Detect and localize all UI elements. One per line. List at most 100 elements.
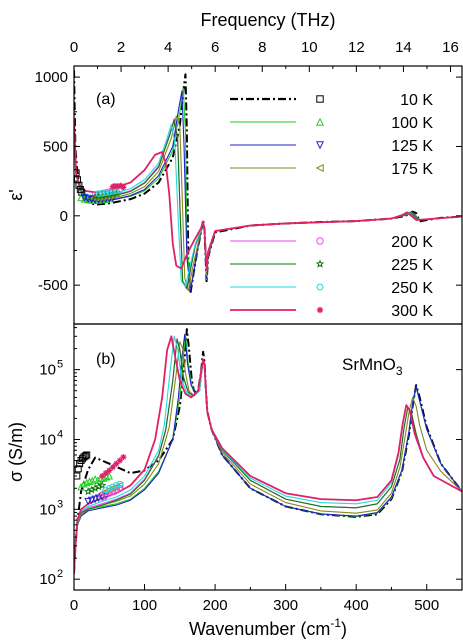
panel-b-marker-100-k (94, 476, 102, 484)
panel-b-marker-200-k (109, 487, 117, 495)
panel-b-ytick-label: 10 (39, 431, 56, 448)
panel-b-series-300-k (74, 335, 462, 574)
panel-a-marker-100-k (80, 195, 89, 203)
panel-a-y-ticks: 1000 500 0 -500 (35, 69, 462, 294)
panel-b-series-250-k (74, 335, 462, 574)
panel-b-series-225-k (74, 338, 462, 574)
top-tick-label: 6 (211, 39, 219, 56)
panel-b-marker-125-k (84, 497, 92, 506)
legend-bottom: 200 K 225 K 250 K 300 K (230, 234, 433, 320)
panel-b-series-200-k (74, 337, 462, 574)
x-tick-label: 400 (344, 597, 369, 614)
panel-b-series-100-k (74, 333, 462, 574)
x-tick-label: 300 (273, 597, 298, 614)
panel-b-marker-125-k (94, 494, 103, 503)
panel-b-marker-10-k (83, 451, 91, 459)
panel-b-frame (73, 323, 463, 591)
legend-top: 10 K 100 K 125 K 175 K (230, 92, 433, 178)
panel-b-marker-100-k (105, 471, 114, 480)
panel-b-marker-10-k (74, 465, 82, 473)
panel-b-ytick-exponent: 5 (57, 359, 63, 371)
x-axis-title: Wavenumber (cm-1) (189, 616, 347, 639)
panel-b-series (74, 328, 462, 574)
top-tick-label: 12 (348, 39, 365, 56)
top-tick-label: 4 (164, 39, 172, 56)
x-tick-label: 500 (414, 597, 439, 614)
panel-a-ytick-label: 500 (43, 138, 68, 155)
panel-b-marker-300-k (106, 467, 113, 474)
legend-top-marker-100-k (315, 117, 325, 126)
legend-bottom-label-200-k: 200 K (391, 234, 433, 251)
panel-b-ytick-label: 10 (39, 571, 56, 588)
panel-b-ytick-label: 10 (39, 501, 56, 518)
top-tick-label: 10 (301, 39, 318, 56)
panel-a-marker-300-k (114, 183, 121, 190)
top-tick-label: 8 (258, 39, 266, 56)
panel-b-ytick-exponent: 2 (57, 568, 63, 580)
legend-bottom-marker-200-k (316, 237, 324, 245)
panel-b-marker-250-k (116, 481, 124, 488)
panel-a-marker-300-k (117, 182, 124, 189)
panel-b-marker-100-k (88, 476, 97, 485)
legend-top-label-125-k: 125 K (391, 138, 433, 155)
panel-b-label: (b) (96, 351, 116, 368)
panel-b-marker-100-k (82, 478, 91, 487)
legend-bottom-label-300-k: 300 K (391, 303, 433, 320)
panel-a-label: (a) (96, 91, 116, 108)
panel-a-marker-300-k (120, 184, 127, 191)
top-tick-label: 2 (117, 39, 125, 56)
x-axis-title-sup: -1 (330, 616, 341, 630)
panel-a-ylabel: ε' (6, 189, 26, 200)
panel-b-marker-300-k (116, 457, 123, 464)
x-axis-title-end: ) (341, 619, 347, 639)
material-name: SrMnO (342, 355, 396, 374)
legend-bottom-marker-225-k (315, 259, 325, 268)
panel-a-series-10-k (74, 70, 462, 295)
panel-b-ylabel: σ (S/m) (6, 422, 26, 482)
panel-b-markers (74, 451, 127, 506)
ytick-base: 10 (39, 431, 56, 448)
panel-a-ytick-label: -500 (38, 277, 68, 294)
panel-b-marker-300-k (102, 470, 109, 477)
legend-top-marker-10-k (316, 95, 324, 103)
legend-bottom-label-225-k: 225 K (391, 257, 433, 274)
x-tick-label: 0 (70, 597, 78, 614)
ytick-base: 10 (39, 501, 56, 518)
legend-bottom-marker-250-k (316, 283, 324, 291)
panel-b-marker-300-k (113, 460, 120, 467)
panel-b-marker-200-k (98, 493, 106, 501)
ytick-base: 10 (39, 571, 56, 588)
panel-b-x-ticks: 0 100 200 300 400 500 (70, 584, 439, 614)
panel-b-marker-225-k (98, 481, 107, 489)
panel-b-marker-200-k (105, 489, 113, 497)
panel-b-marker-300-k (99, 473, 106, 480)
panel-b-marker-100-k (80, 479, 88, 488)
top-axis-ticks: 0 2 4 6 8 10 12 14 16 (70, 39, 459, 72)
legend-top-label-10-k: 10 K (400, 92, 433, 109)
panel-b-ytick-label: 10 (39, 362, 56, 379)
ytick-base: 10 (39, 362, 56, 379)
panel-b-series-125-k (74, 333, 462, 574)
panel-a-ytick-label: 1000 (35, 69, 68, 86)
panel-b-marker-125-k (91, 495, 99, 504)
x-tick-label: 100 (132, 597, 157, 614)
legend-top-marker-125-k (315, 141, 325, 150)
panel-b-ytick-exponent: 3 (57, 498, 63, 510)
top-axis-title: Frequency (THz) (200, 10, 335, 30)
legend-top-label-175-k: 175 K (391, 161, 433, 178)
x-axis-title-main: Wavenumber (cm (189, 619, 330, 639)
panel-b-marker-300-k (109, 464, 116, 471)
panel-a-marker-10-k (74, 169, 80, 177)
top-tick-label: 16 (442, 39, 459, 56)
material-label: SrMnO3 (342, 355, 403, 378)
top-tick-label: 14 (395, 39, 412, 56)
panel-b-marker-300-k (120, 454, 127, 461)
material-subscript: 3 (396, 364, 403, 378)
panel-a-marker-10-k (75, 181, 83, 189)
legend-top-marker-175-k (315, 163, 324, 173)
panel-a-marker-300-k (109, 183, 116, 190)
